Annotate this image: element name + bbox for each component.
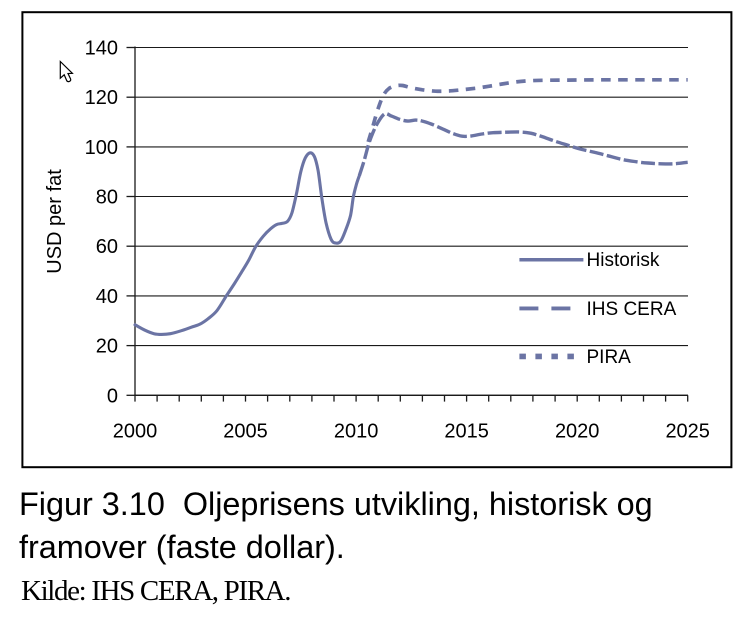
svg-text:40: 40 [96, 286, 118, 308]
svg-text:2000: 2000 [113, 421, 158, 443]
svg-text:IHS CERA: IHS CERA [587, 299, 677, 320]
svg-text:USD per fat: USD per fat [44, 169, 66, 274]
svg-text:120: 120 [85, 87, 118, 109]
svg-text:140: 140 [85, 38, 118, 60]
svg-text:100: 100 [85, 137, 118, 159]
svg-text:2005: 2005 [223, 421, 268, 443]
svg-text:PIRA: PIRA [587, 347, 632, 368]
svg-text:20: 20 [96, 336, 118, 358]
svg-text:0: 0 [107, 385, 118, 407]
svg-text:2015: 2015 [444, 421, 489, 443]
svg-text:2020: 2020 [555, 421, 600, 443]
svg-text:2025: 2025 [665, 421, 710, 443]
svg-text:2010: 2010 [334, 421, 379, 443]
svg-text:80: 80 [96, 187, 118, 209]
svg-text:Historisk: Historisk [587, 250, 660, 271]
svg-text:60: 60 [96, 236, 118, 258]
